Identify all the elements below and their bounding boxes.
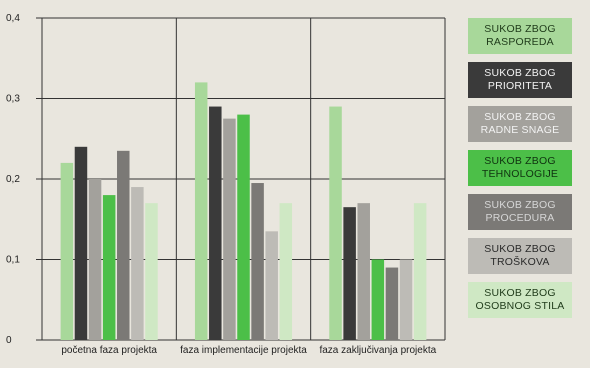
bar [209, 106, 222, 340]
bar [102, 195, 116, 340]
legend-item: SUKOB ZBOG OSOBNOG STILA [468, 282, 572, 318]
bar [117, 150, 130, 340]
bar [223, 118, 236, 340]
bar [399, 259, 413, 340]
bar [343, 207, 356, 340]
x-category-label: faza implementacije projekta [180, 345, 307, 356]
bar [131, 187, 144, 340]
bar [145, 203, 158, 340]
legend-item: SUKOB ZBOG PROCEDURA [468, 194, 572, 230]
legend: SUKOB ZBOG RASPOREDA SUKOB ZBOG PRIORITET… [468, 18, 584, 326]
legend-item: SUKOB ZBOG RADNE SNAGE [468, 106, 572, 142]
y-tick-label: 0 [6, 335, 12, 346]
x-category-label: faza zaključivanja projekta [319, 345, 436, 356]
y-tick-label: 0,1 [6, 255, 20, 266]
bar [265, 231, 278, 340]
bar [74, 146, 88, 340]
bar [194, 82, 208, 341]
axes: 0 0,1 0,2 0,3 0,4 početna faza projekta faza i… [6, 13, 437, 356]
legend-item: SUKOB ZBOG RASPOREDA [468, 18, 572, 54]
bar [60, 162, 74, 340]
y-tick-label: 0,4 [6, 13, 20, 24]
bar [357, 203, 370, 340]
bar [279, 203, 293, 340]
legend-item: SUKOB ZBOG PRIORITETA [468, 62, 572, 98]
legend-item: SUKOB ZBOG TROŠKOVA [468, 238, 572, 274]
legend-item: SUKOB ZBOG TEHNOLOGIJE [468, 150, 572, 186]
bar [237, 114, 250, 340]
bar [385, 267, 399, 340]
bar [413, 203, 427, 340]
bar [329, 106, 342, 340]
y-tick-label: 0,3 [6, 94, 20, 105]
bar [88, 179, 102, 340]
bar [371, 259, 385, 340]
y-tick-label: 0,2 [6, 174, 20, 185]
bar [251, 183, 264, 340]
x-category-label: početna faza projekta [61, 345, 157, 356]
bars [60, 82, 427, 341]
